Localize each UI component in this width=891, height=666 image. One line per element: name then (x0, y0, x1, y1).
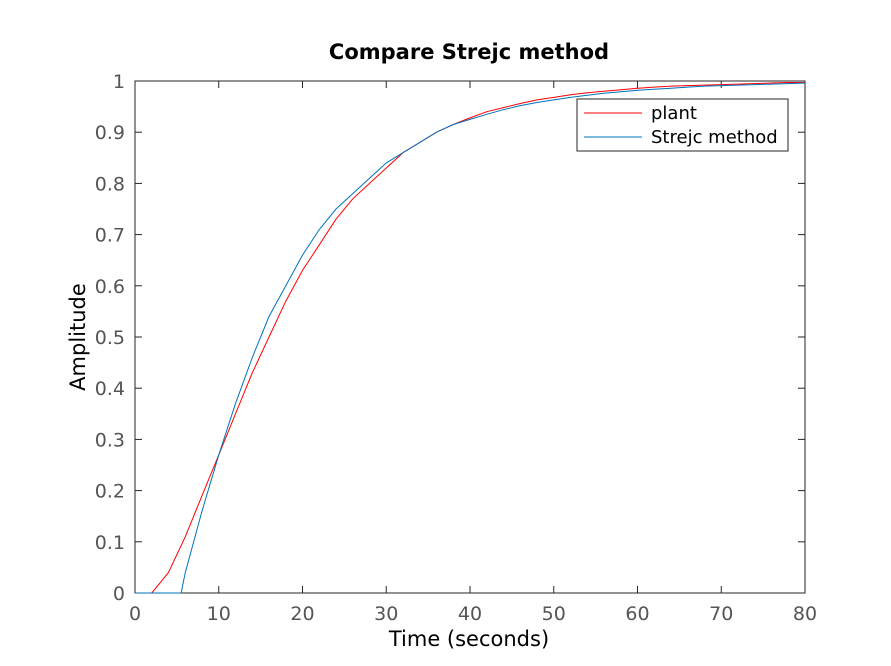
plot-area (134, 80, 806, 594)
series-layer (135, 82, 806, 594)
x-tick-label: 10 (207, 603, 231, 625)
legend-box (576, 98, 789, 152)
y-tick-label: 0.5 (95, 327, 125, 349)
y-tick-label: 0.3 (95, 429, 125, 451)
series-line-plant (135, 82, 805, 594)
y-tick-label: 0.8 (95, 173, 125, 195)
legend-label-strejc: Strejc method (651, 127, 778, 148)
y-tick-label: 0.7 (95, 225, 125, 247)
y-tick-label: 0 (113, 583, 125, 605)
y-tick-label: 0.9 (95, 122, 125, 144)
y-tick-label: 0.1 (95, 532, 125, 554)
x-tick-label: 40 (458, 603, 482, 625)
y-tick-label: 0.6 (95, 276, 125, 298)
x-axis-label: Time (seconds) (388, 627, 549, 651)
y-tick-label: 0.2 (95, 481, 125, 503)
y-tick-label: 0.4 (95, 378, 125, 400)
x-tick-label: 30 (374, 603, 398, 625)
legend: plant Strejc method (576, 98, 789, 152)
x-tick-label: 0 (129, 603, 141, 625)
x-tick-label: 20 (290, 603, 314, 625)
x-tick-label: 50 (542, 603, 566, 625)
y-axis-label: Amplitude (66, 283, 90, 391)
x-tick-label: 60 (625, 603, 649, 625)
legend-label-plant: plant (651, 103, 697, 124)
chart-title: Compare Strejc method (329, 40, 609, 64)
y-tick-label: 1 (113, 71, 125, 93)
series-line-strejc (135, 82, 806, 594)
x-tick-label: 80 (793, 603, 817, 625)
x-axis: 0 10 20 30 40 50 60 70 80 (129, 81, 817, 625)
x-tick-label: 70 (709, 603, 733, 625)
y-axis: 0 0.1 0.2 0.3 0.4 0.5 0.6 0.7 0.8 0.9 1 (95, 71, 805, 605)
